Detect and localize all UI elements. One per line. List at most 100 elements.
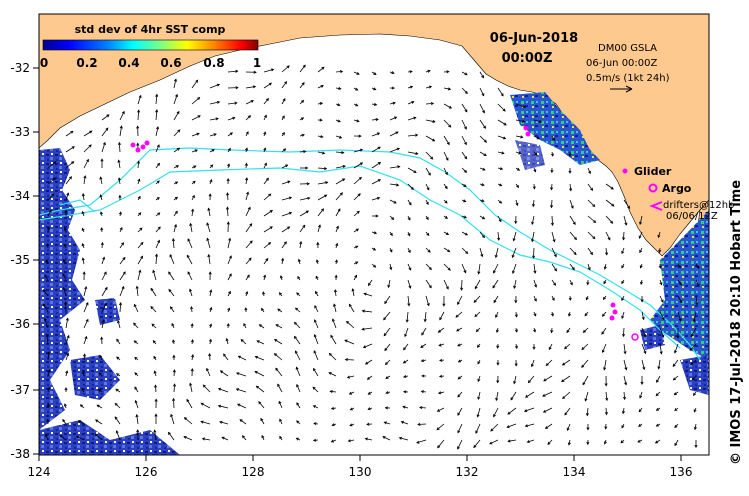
velocity-arrow <box>457 439 463 450</box>
velocity-arrowhead <box>385 376 389 379</box>
velocity-arrow <box>493 407 499 417</box>
velocity-arrow <box>490 423 499 432</box>
velocity-arrowhead <box>477 378 481 383</box>
velocity-arrowhead <box>172 383 177 387</box>
velocity-arrow <box>348 439 355 442</box>
velocity-arrow <box>365 438 373 441</box>
velocity-arrow <box>119 257 126 265</box>
velocity-arrow <box>236 372 247 377</box>
velocity-arrow <box>365 359 373 365</box>
velocity-arrowhead <box>169 254 173 258</box>
velocity-arrowhead <box>121 242 124 246</box>
velocity-arrowhead <box>45 433 48 437</box>
cbar-tick-02: 0.2 <box>76 56 97 70</box>
velocity-arrow <box>569 199 574 209</box>
velocity-arrow <box>47 193 54 201</box>
velocity-arrowhead <box>503 122 507 126</box>
velocity-arrowhead <box>430 102 435 106</box>
velocity-arrowhead <box>105 127 109 131</box>
velocity-arrowhead <box>678 265 681 269</box>
velocity-arrowhead <box>293 321 298 325</box>
velocity-arrow <box>240 339 247 345</box>
velocity-arrowhead <box>200 420 204 424</box>
velocity-arrow <box>639 215 643 225</box>
velocity-arrowhead <box>533 270 537 274</box>
velocity-arrow <box>245 86 256 89</box>
velocity-arrow <box>227 192 229 201</box>
velocity-arrowhead <box>481 93 485 97</box>
velocity-arrow <box>260 418 265 425</box>
velocity-arrowhead <box>133 303 137 308</box>
velocity-arrowhead <box>303 150 307 154</box>
velocity-arrowhead <box>550 330 554 334</box>
velocity-arrowhead <box>543 378 547 382</box>
velocity-arrow <box>497 119 507 126</box>
velocity-arrowhead <box>187 271 191 275</box>
velocity-arrowhead <box>279 435 283 440</box>
velocity-arrowhead <box>536 136 540 140</box>
velocity-arrowhead <box>438 343 442 347</box>
velocity-arrowhead <box>483 139 488 143</box>
velocity-arrow <box>639 391 643 399</box>
velocity-arrowhead <box>622 237 626 241</box>
velocity-arrowhead <box>175 93 178 98</box>
velocity-arrowhead <box>269 226 273 230</box>
velocity-arrowhead <box>348 303 352 307</box>
velocity-arrowhead <box>226 221 230 225</box>
velocity-arrowhead <box>156 197 160 201</box>
velocity-arrowhead <box>601 313 605 317</box>
velocity-arrowhead <box>114 416 118 420</box>
velocity-arrowhead <box>425 216 429 221</box>
velocity-arrow <box>281 181 290 185</box>
velocity-arrow <box>353 211 360 217</box>
velocity-arrowhead <box>81 210 85 215</box>
velocity-arrowhead <box>151 323 155 327</box>
velocity-arrowhead <box>96 404 100 408</box>
velocity-arrowhead <box>103 302 107 306</box>
velocity-arrowhead <box>254 371 258 374</box>
velocity-arrowhead <box>532 346 536 350</box>
velocity-arrow <box>569 231 577 240</box>
velocity-arrow <box>473 439 481 448</box>
velocity-arrow <box>506 423 517 428</box>
velocity-arrowhead <box>46 403 50 407</box>
velocity-arrowhead <box>438 374 443 378</box>
velocity-arrowhead <box>229 255 232 259</box>
velocity-arrowhead <box>439 317 443 321</box>
velocity-arrowhead <box>227 307 231 311</box>
velocity-arrowhead <box>402 360 407 364</box>
velocity-arrowhead <box>153 429 157 433</box>
velocity-arrow <box>388 279 391 288</box>
velocity-arrowhead <box>417 422 421 426</box>
velocity-arrowhead <box>581 346 585 351</box>
velocity-arrow <box>155 385 157 393</box>
velocity-arrowhead <box>448 124 452 128</box>
velocity-arrowhead <box>639 265 643 269</box>
velocity-arrowhead <box>569 282 573 286</box>
velocity-arrow <box>201 402 211 409</box>
velocity-arrow <box>461 279 463 291</box>
velocity-arrowhead <box>383 421 387 425</box>
velocity-arrowhead <box>507 411 511 415</box>
velocity-arrowhead <box>621 410 626 415</box>
velocity-arrow <box>690 359 697 365</box>
velocity-arrowhead <box>457 301 460 306</box>
velocity-arrowhead <box>294 350 298 354</box>
x-tick-134: 134 <box>563 465 586 479</box>
velocity-arrow <box>389 263 392 270</box>
velocity-arrowhead <box>511 254 515 259</box>
velocity-arrowhead <box>275 324 279 328</box>
velocity-arrowhead <box>172 369 176 373</box>
velocity-arrow <box>425 167 431 176</box>
velocity-arrowhead <box>344 358 348 362</box>
velocity-arrowhead <box>135 413 139 418</box>
velocity-arrowhead <box>154 253 159 257</box>
velocity-arrowhead <box>604 383 608 387</box>
velocity-arrowhead <box>603 441 607 445</box>
velocity-arrowhead <box>489 441 493 445</box>
velocity-arrowhead <box>63 243 67 247</box>
velocity-arrowhead <box>482 167 486 171</box>
velocity-arrowhead <box>100 227 104 231</box>
velocity-arrow <box>183 436 193 441</box>
velocity-arrowhead <box>325 181 329 185</box>
